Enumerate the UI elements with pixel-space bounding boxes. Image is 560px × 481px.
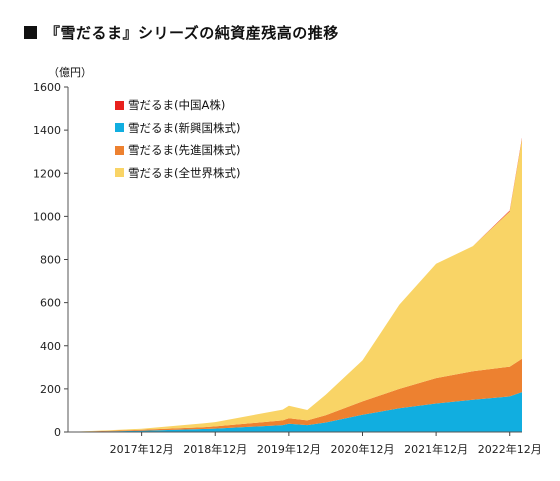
y-tick-label: 1400 — [33, 124, 61, 137]
area-all-world — [68, 138, 522, 433]
area-emerging — [68, 392, 522, 432]
legend-swatch-emerging — [115, 123, 124, 133]
y-axis-unit-label: （億円） — [48, 66, 92, 79]
legend-swatch-developed — [115, 145, 124, 155]
x-tick-label: 2022年12月 — [478, 442, 542, 456]
legend-label-china-a: 雪だるま(中国A株) — [128, 98, 226, 113]
chart-title-text: 『雪だるま』シリーズの純資産残高の推移 — [45, 24, 339, 42]
legend-swatch-all-world — [115, 168, 124, 178]
legend-label-developed: 雪だるま(先進国株式) — [128, 143, 241, 158]
x-tick-label: 2018年12月 — [183, 442, 247, 456]
y-tick-label: 600 — [40, 297, 61, 310]
legend-item-china-a: 雪だるま(中国A株) — [115, 94, 240, 117]
x-tick-label: 2020年12月 — [330, 442, 394, 456]
x-tick-label: 2021年12月 — [404, 442, 468, 456]
y-tick-label: 1600 — [33, 81, 61, 94]
legend-item-all-world: 雪だるま(全世界株式) — [115, 162, 240, 185]
x-tick-label: 2019年12月 — [257, 442, 321, 456]
title-marker — [24, 26, 37, 39]
y-tick-label: 800 — [40, 254, 61, 267]
y-tick-label: 1200 — [33, 167, 61, 180]
legend-swatch-china-a — [115, 100, 124, 110]
y-tick-label: 200 — [40, 383, 61, 396]
legend-label-all-world: 雪だるま(全世界株式) — [128, 165, 241, 180]
y-tick-label: 400 — [40, 340, 61, 353]
legend-label-emerging: 雪だるま(新興国株式) — [128, 120, 241, 135]
legend-item-emerging: 雪だるま(新興国株式) — [115, 117, 240, 140]
legend-item-developed: 雪だるま(先進国株式) — [115, 139, 240, 162]
x-tick-label: 2017年12月 — [110, 442, 174, 456]
legend: 雪だるま(中国A株) 雪だるま(新興国株式) 雪だるま(先進国株式) 雪だるま(… — [115, 94, 240, 184]
y-tick-label: 0 — [54, 426, 61, 439]
area-developed — [68, 358, 522, 432]
chart-title: 『雪だるま』シリーズの純資産残高の推移 — [24, 22, 339, 43]
y-tick-label: 1000 — [33, 210, 61, 223]
